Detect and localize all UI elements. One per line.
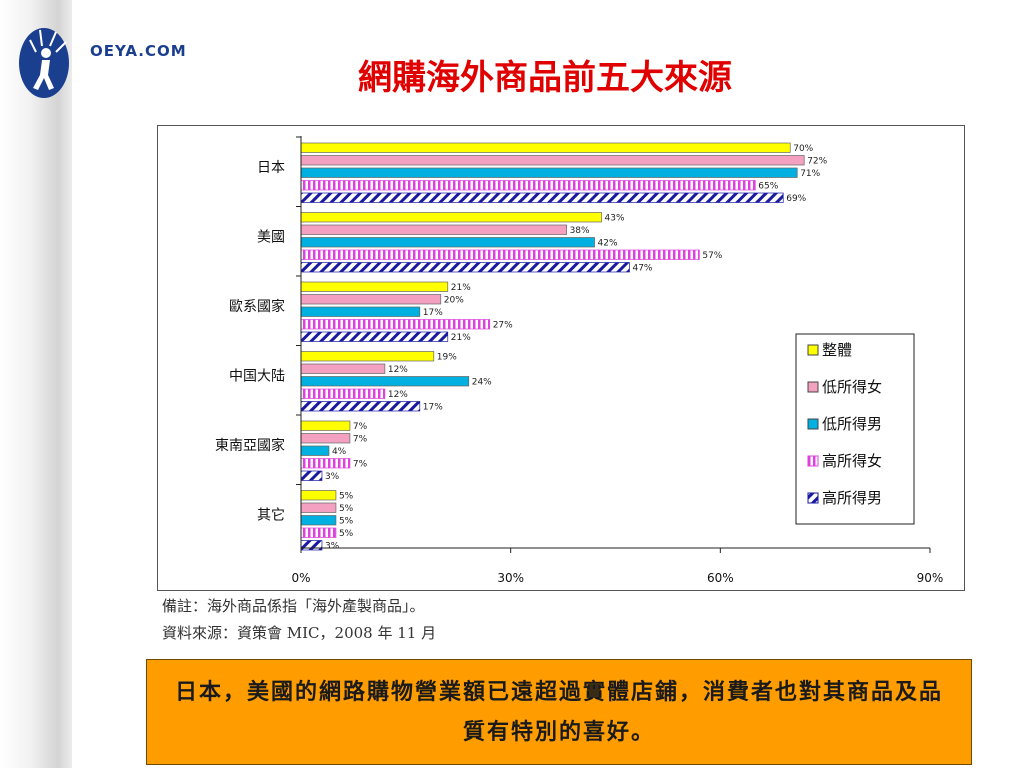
data-label: 43% xyxy=(605,214,625,224)
bar-高所得女-中国大陆 xyxy=(300,388,386,399)
legend-swatch xyxy=(807,455,819,467)
data-label: 27% xyxy=(493,321,513,331)
bar-低所得男-美國 xyxy=(300,237,595,248)
bar-整體-美國 xyxy=(300,212,602,223)
logo-icon xyxy=(19,28,69,98)
bar-低所得女-中国大陆 xyxy=(300,363,386,374)
data-label: 4% xyxy=(332,447,347,457)
bar-整體-歐系國家 xyxy=(300,281,449,292)
x-tick-label: 90% xyxy=(917,571,944,585)
data-label: 3% xyxy=(325,472,340,482)
data-label: 21% xyxy=(451,333,471,343)
bar-高所得女-美國 xyxy=(300,249,700,260)
legend-swatch xyxy=(807,381,819,393)
legend-label: 高所得女 xyxy=(822,452,882,470)
category-label: 東南亞國家 xyxy=(215,437,285,454)
legend-swatch xyxy=(807,418,819,430)
category-label: 美國 xyxy=(257,229,285,245)
bar-整體-日本 xyxy=(300,142,791,153)
data-label: 70% xyxy=(793,144,813,154)
data-label: 7% xyxy=(353,460,368,470)
bar-低所得男-中国大陆 xyxy=(300,376,470,387)
data-label: 7% xyxy=(353,422,368,432)
callout-text: 日本，美國的網路購物營業額已遠超過實體店鋪，消費者也對其商品及品質有特別的喜好。 xyxy=(174,679,943,745)
data-label: 38% xyxy=(570,226,590,236)
bar-低所得女-東南亞國家 xyxy=(300,433,351,444)
data-label: 17% xyxy=(423,403,443,413)
data-label: 71% xyxy=(800,169,820,179)
data-label: 5% xyxy=(339,492,354,502)
bar-高所得女-東南亞國家 xyxy=(300,458,351,469)
chart-note: 備註：海外商品係指「海外產製商品」。 xyxy=(162,597,425,615)
bar-整體-其它 xyxy=(300,490,337,501)
bar-低所得女-歐系國家 xyxy=(300,294,442,305)
legend-box xyxy=(795,333,915,525)
bar-整體-中国大陆 xyxy=(300,351,435,362)
slide-title: 網購海外商品前五大來源 xyxy=(358,58,732,98)
data-label: 47% xyxy=(632,264,652,274)
data-label: 57% xyxy=(702,251,722,261)
logo: OEYA.COM xyxy=(18,20,228,100)
data-label: 17% xyxy=(423,308,443,318)
data-label: 3% xyxy=(325,542,340,552)
data-label: 20% xyxy=(444,296,464,306)
legend-label: 高所得男 xyxy=(822,489,882,507)
data-label: 7% xyxy=(353,435,368,445)
bar-低所得男-歐系國家 xyxy=(300,306,421,317)
bar-低所得女-其它 xyxy=(300,502,337,513)
legend-label: 整體 xyxy=(822,341,852,359)
legend-label: 低所得男 xyxy=(822,415,882,433)
category-label: 日本 xyxy=(257,160,285,176)
x-tick-label: 60% xyxy=(707,571,734,585)
data-label: 5% xyxy=(339,517,354,527)
logo-text: OEYA.COM xyxy=(90,42,187,60)
bar-高所得女-歐系國家 xyxy=(300,319,491,330)
bar-低所得女-日本 xyxy=(300,155,805,166)
legend-swatch xyxy=(807,344,819,356)
bar-低所得男-日本 xyxy=(300,167,798,178)
data-label: 69% xyxy=(786,194,806,204)
chart-source: 資料來源：資策會 MIC，2008 年 11 月 xyxy=(162,624,437,642)
bar-高所得男-歐系國家 xyxy=(300,331,449,342)
chart-frame: 70% 72% 71% 65% 69% 43% 38% 42% 57% 47% 21% 20% 17% 2… xyxy=(157,125,965,591)
bar-chart: 70%72%71%65%69%43%38%42%57%47%21%20%17%2… xyxy=(215,136,944,585)
bar-低所得男-其它 xyxy=(300,515,337,526)
category-label: 歐系國家 xyxy=(229,298,285,315)
data-label: 12% xyxy=(388,365,408,375)
legend-swatch xyxy=(807,492,819,504)
bar-高所得男-中国大陆 xyxy=(300,401,421,412)
data-label: 21% xyxy=(451,283,471,293)
bar-整體-東南亞國家 xyxy=(300,420,351,431)
callout-box: 日本，美國的網路購物營業額已遠超過實體店鋪，消費者也對其商品及品質有特別的喜好。 xyxy=(146,659,972,765)
bar-低所得女-美國 xyxy=(300,224,567,235)
bar-高所得男-美國 xyxy=(300,262,630,273)
bar-高所得女-日本 xyxy=(300,180,756,191)
legend-label: 低所得女 xyxy=(822,378,882,396)
x-tick-label: 0% xyxy=(291,571,310,585)
data-label: 19% xyxy=(437,353,457,363)
data-label: 42% xyxy=(598,239,618,249)
data-label: 5% xyxy=(339,529,354,539)
bar-低所得男-東南亞國家 xyxy=(300,445,330,456)
data-label: 24% xyxy=(472,378,492,388)
slide-sidebar xyxy=(0,0,72,768)
data-label: 12% xyxy=(388,390,408,400)
data-label: 72% xyxy=(807,157,827,167)
bar-高所得女-其它 xyxy=(300,527,337,538)
data-label: 65% xyxy=(758,182,778,192)
bar-高所得男-東南亞國家 xyxy=(300,470,323,481)
bar-高所得男-其它 xyxy=(300,540,323,551)
bar-高所得男-日本 xyxy=(300,192,784,203)
category-label: 中国大陆 xyxy=(229,368,285,384)
x-tick-label: 30% xyxy=(497,571,524,585)
category-label: 其它 xyxy=(257,506,285,523)
data-label: 5% xyxy=(339,504,354,514)
